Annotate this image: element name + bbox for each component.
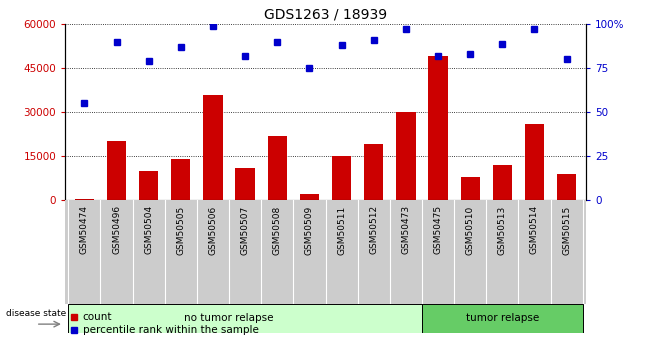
Bar	[203, 95, 223, 200]
Bar	[236, 168, 255, 200]
Text: GSM50473: GSM50473	[402, 205, 410, 254]
Bar	[422, 304, 583, 333]
Text: GSM50474: GSM50474	[80, 205, 89, 254]
Bar	[65, 200, 586, 304]
Bar	[139, 171, 158, 200]
Text: GSM50508: GSM50508	[273, 205, 282, 255]
Text: tumor relapse: tumor relapse	[465, 313, 539, 323]
Legend: count, percentile rank within the sample: count, percentile rank within the sample	[70, 312, 258, 335]
Bar	[75, 199, 94, 200]
Text: GSM50514: GSM50514	[530, 205, 539, 254]
Bar	[460, 177, 480, 200]
Text: GSM50496: GSM50496	[112, 205, 121, 254]
Text: GSM50511: GSM50511	[337, 205, 346, 255]
Bar	[428, 57, 448, 200]
Text: GSM50475: GSM50475	[434, 205, 443, 254]
Text: GSM50509: GSM50509	[305, 205, 314, 255]
Bar	[525, 124, 544, 200]
Bar	[557, 174, 576, 200]
Bar	[68, 304, 422, 333]
Bar	[107, 141, 126, 200]
Text: GSM50512: GSM50512	[369, 205, 378, 254]
Text: no tumor relapse: no tumor relapse	[184, 313, 274, 323]
Text: GSM50506: GSM50506	[208, 205, 217, 255]
Bar	[332, 156, 352, 200]
Bar	[493, 165, 512, 200]
Bar	[364, 144, 383, 200]
Bar	[299, 194, 319, 200]
Title: GDS1263 / 18939: GDS1263 / 18939	[264, 8, 387, 22]
Bar	[396, 112, 415, 200]
Text: GSM50515: GSM50515	[562, 205, 571, 255]
Text: GSM50513: GSM50513	[498, 205, 507, 255]
Text: GSM50504: GSM50504	[144, 205, 153, 254]
Text: GSM50507: GSM50507	[241, 205, 249, 255]
Text: disease state: disease state	[6, 309, 66, 318]
Bar	[268, 136, 287, 200]
Text: GSM50505: GSM50505	[176, 205, 186, 255]
Bar	[171, 159, 191, 200]
Text: GSM50510: GSM50510	[465, 205, 475, 255]
